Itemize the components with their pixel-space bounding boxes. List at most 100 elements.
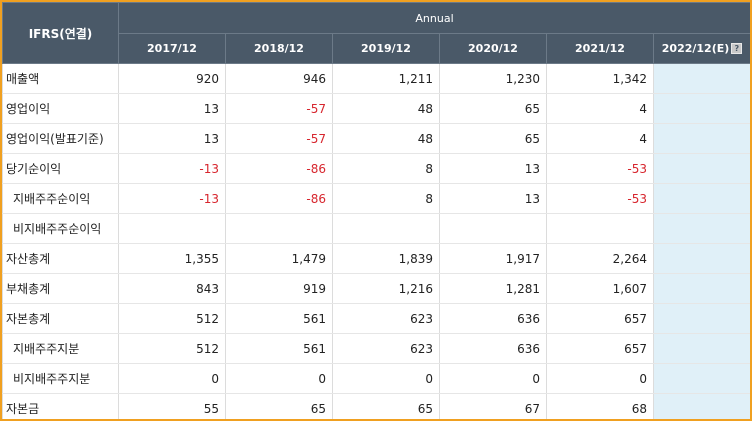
- row-label: 자본총계: [2, 303, 119, 334]
- value-cell: 623: [332, 303, 440, 334]
- year-header: 2021/12: [546, 33, 654, 64]
- value-cell: 13: [118, 123, 226, 154]
- value-cell: -57: [225, 123, 333, 154]
- value-cell: 1,216: [332, 273, 440, 304]
- row-label: 비지배주주지분: [2, 363, 119, 394]
- value-cell: 13: [439, 183, 547, 214]
- value-cell: 4: [546, 123, 654, 154]
- row-label: 지배주주순이익: [2, 183, 119, 214]
- value-cell: 561: [225, 303, 333, 334]
- value-cell: 65: [332, 393, 440, 419]
- value-cell: 1,839: [332, 243, 440, 274]
- table-row: 당기순이익 -13 -86 8 13 -53: [2, 153, 750, 184]
- estimate-cell: [652, 333, 750, 364]
- value-cell: 0: [118, 363, 226, 394]
- value-cell: 657: [546, 333, 654, 364]
- value-cell: 48: [332, 123, 440, 154]
- estimate-year-label: 2022/12(E): [661, 42, 730, 55]
- value-cell: 636: [439, 303, 547, 334]
- table-row: 지배주주지분 512 561 623 636 657: [2, 333, 750, 364]
- estimate-cell: [652, 243, 750, 274]
- estimate-cell: [652, 213, 750, 244]
- row-label: 당기순이익: [2, 153, 119, 184]
- table-row: 영업이익 13 -57 48 65 4: [2, 93, 750, 124]
- value-cell: 623: [332, 333, 440, 364]
- row-label: 자산총계: [2, 243, 119, 274]
- value-cell: 920: [118, 63, 226, 94]
- value-cell: 2,264: [546, 243, 654, 274]
- value-cell: 8: [332, 153, 440, 184]
- value-cell: [546, 213, 654, 244]
- estimate-cell: [652, 393, 750, 419]
- estimate-cell: [652, 123, 750, 154]
- value-cell: 0: [546, 363, 654, 394]
- year-header: 2020/12: [439, 33, 547, 64]
- year-header: 2017/12: [118, 33, 226, 64]
- header-row-years: 2017/12 2018/12 2019/12 2020/12 2021/12 …: [3, 33, 750, 64]
- estimate-year-header: 2022/12(E)?: [652, 33, 750, 64]
- table-row: 자본금 55 65 65 67 68: [2, 393, 750, 419]
- value-cell: [332, 213, 440, 244]
- value-cell: 68: [546, 393, 654, 419]
- value-cell: 0: [332, 363, 440, 394]
- value-cell: 55: [118, 393, 226, 419]
- estimate-cell: [652, 363, 750, 394]
- estimate-cell: [652, 153, 750, 184]
- value-cell: 65: [225, 393, 333, 419]
- estimate-cell: [652, 183, 750, 214]
- table-row: 매출액 920 946 1,211 1,230 1,342: [2, 63, 750, 94]
- table-row: 자산총계 1,355 1,479 1,839 1,917 2,264: [2, 243, 750, 274]
- value-cell: 13: [118, 93, 226, 124]
- row-label: 비지배주주순이익: [2, 213, 119, 244]
- value-cell: 919: [225, 273, 333, 304]
- value-cell: 8: [332, 183, 440, 214]
- row-label: 자본금: [2, 393, 119, 419]
- value-cell: 512: [118, 333, 226, 364]
- value-cell: 1,917: [439, 243, 547, 274]
- year-header: 2018/12: [225, 33, 333, 64]
- value-cell: 946: [225, 63, 333, 94]
- value-cell: 48: [332, 93, 440, 124]
- value-cell: 4: [546, 93, 654, 124]
- value-cell: 657: [546, 303, 654, 334]
- row-label: 지배주주지분: [2, 333, 119, 364]
- table-row: 지배주주순이익 -13 -86 8 13 -53: [2, 183, 750, 214]
- estimate-cell: [652, 63, 750, 94]
- value-cell: -57: [225, 93, 333, 124]
- year-header: 2019/12: [332, 33, 440, 64]
- row-label: 영업이익: [2, 93, 119, 124]
- value-cell: 512: [118, 303, 226, 334]
- header-row-period: IFRS(연결) Annual: [2, 2, 750, 64]
- value-cell: -53: [546, 153, 654, 184]
- value-cell: 561: [225, 333, 333, 364]
- table-row: 부채총계 843 919 1,216 1,281 1,607: [2, 273, 750, 304]
- row-label: 영업이익(발표기준): [2, 123, 119, 154]
- value-cell: [439, 213, 547, 244]
- value-cell: 1,281: [439, 273, 547, 304]
- value-cell: 1,211: [332, 63, 440, 94]
- value-cell: 1,479: [225, 243, 333, 274]
- value-cell: 65: [439, 93, 547, 124]
- value-cell: 0: [439, 363, 547, 394]
- ifrs-consolidated-header: IFRS(연결): [2, 2, 119, 64]
- row-label: 매출액: [2, 63, 119, 94]
- value-cell: 67: [439, 393, 547, 419]
- value-cell: -86: [225, 183, 333, 214]
- table-row: 영업이익(발표기준) 13 -57 48 65 4: [2, 123, 750, 154]
- row-label: 부채총계: [2, 273, 119, 304]
- value-cell: [118, 213, 226, 244]
- value-cell: 1,230: [439, 63, 547, 94]
- value-cell: -13: [118, 153, 226, 184]
- value-cell: 65: [439, 123, 547, 154]
- help-icon[interactable]: ?: [731, 43, 743, 54]
- value-cell: -86: [225, 153, 333, 184]
- estimate-cell: [652, 273, 750, 304]
- value-cell: -53: [546, 183, 654, 214]
- table-body: 매출액 920 946 1,211 1,230 1,342 영업이익 13 -57 48 65 4 영업…: [2, 63, 750, 419]
- value-cell: 1,607: [546, 273, 654, 304]
- table-row: 비지배주주지분 0 0 0 0 0: [2, 363, 750, 394]
- estimate-cell: [652, 303, 750, 334]
- value-cell: 13: [439, 153, 547, 184]
